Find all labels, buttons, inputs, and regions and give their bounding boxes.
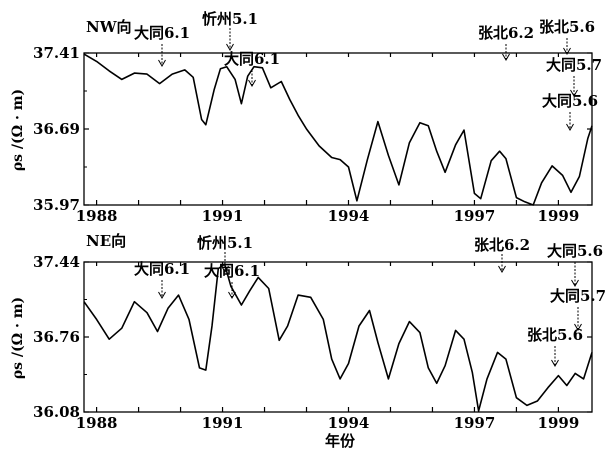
panel-label: NE向 [86, 232, 126, 250]
panel-label: NW向 [86, 18, 132, 36]
x-tick-label: 1991 [202, 207, 244, 225]
y-tick-label: 36.08 [33, 403, 80, 421]
earthquake-annotation: 大同6.1 [224, 50, 280, 68]
annotation-arrow-head [498, 265, 506, 273]
earthquake-annotation: 忻州5.1 [202, 10, 258, 28]
x-tick-label: 1988 [76, 414, 118, 432]
earthquake-annotation: 大同6.1 [134, 24, 190, 42]
annotation-arrow-head [551, 359, 559, 367]
earthquake-annotation: 忻州5.1 [197, 234, 253, 252]
earthquake-annotation: 大同6.1 [134, 260, 190, 278]
x-axis-label: 年份 [325, 432, 356, 450]
annotation-arrow-head [221, 265, 229, 273]
annotation-arrow-head [570, 89, 578, 97]
annotation-arrow-head [563, 47, 571, 55]
x-tick-label: 1988 [76, 207, 118, 225]
earthquake-annotation: 大同5.7 [546, 56, 602, 74]
annotation-arrow-head [248, 79, 256, 87]
x-tick-label: 1999 [538, 207, 580, 225]
series-line [83, 53, 593, 206]
earthquake-annotation: 大同5.6 [542, 92, 598, 110]
y-tick-label: 36.76 [33, 328, 80, 346]
annotation-arrow-head [502, 53, 510, 61]
earthquake-annotation: 大同5.7 [550, 287, 606, 305]
annotation-arrow-head [158, 291, 166, 299]
y-axis-label-ne: ρs /(Ω · m) [10, 297, 26, 379]
x-tick-label: 1999 [538, 414, 580, 432]
annotation-arrow-head [574, 323, 582, 331]
y-axis-label-nw: ρs /(Ω · m) [10, 89, 26, 171]
earthquake-annotation: 张北5.6 [527, 326, 583, 344]
x-tick-label: 1991 [202, 414, 244, 432]
series-line [83, 263, 593, 412]
earthquake-annotation: 张北5.6 [539, 18, 595, 36]
annotation-arrow-head [226, 43, 234, 51]
y-tick-label: 35.97 [33, 196, 80, 214]
x-tick-label: 1994 [328, 414, 370, 432]
x-tick-label: 1994 [328, 207, 370, 225]
x-tick-label: 1997 [454, 414, 496, 432]
y-tick-label: 37.44 [33, 253, 80, 271]
annotation-arrow-head [228, 291, 236, 299]
annotation-arrow-head [571, 279, 579, 287]
earthquake-annotation: 大同5.6 [547, 242, 603, 260]
annotation-arrow-head [566, 123, 574, 131]
y-tick-label: 36.69 [33, 120, 80, 138]
annotation-arrow-head [158, 59, 166, 67]
earthquake-annotation: 张北6.2 [474, 236, 530, 254]
x-tick-label: 1997 [454, 207, 496, 225]
earthquake-annotation: 张北6.2 [478, 24, 534, 42]
y-tick-label: 37.41 [33, 44, 80, 62]
earthquake-annotation: 大同6.1 [204, 262, 260, 280]
plot-frame [83, 261, 593, 413]
plot-frame [83, 52, 593, 206]
